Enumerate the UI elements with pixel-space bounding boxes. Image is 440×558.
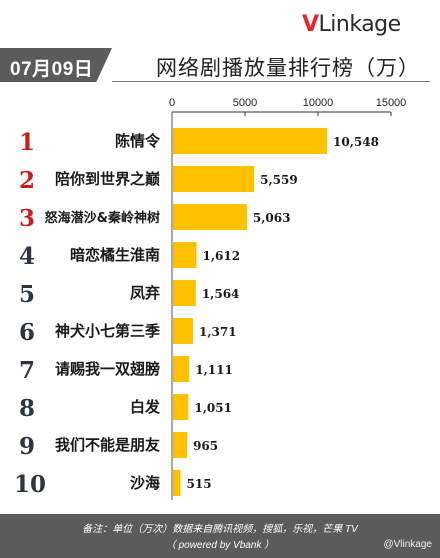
category-label: 请赐我一双翅膀 [55, 360, 160, 378]
chart-row: 7 请赐我一双翅膀 1,111 [19, 356, 233, 384]
data-label: 1,371 [199, 325, 237, 339]
bar [173, 128, 328, 154]
bar [173, 280, 196, 306]
x-tick-label: 5000 [233, 97, 257, 109]
chart-row: 4 暗恋橘生淮南 1,612 [19, 242, 240, 270]
chart-rows: 1 陈情令 10,548 2 陪你到世界之巅 5,559 3 怒海潜沙&秦岭神树 5,063 4 暗… [14, 128, 379, 498]
rank-number: 5 [19, 281, 35, 308]
data-label: 1,111 [195, 363, 233, 377]
rank-number: 1 [19, 129, 35, 156]
data-label: 515 [187, 477, 212, 491]
title-underline [112, 81, 430, 82]
footer-powered-by: （ powered by Vbank ） [165, 540, 275, 551]
bar [173, 318, 194, 344]
data-label: 1,051 [194, 401, 232, 415]
x-tick-label: 10000 [303, 97, 334, 109]
footer-note: 备注：单位（万次）数据来自腾讯视频，搜狐，乐视，芒果 TV [82, 524, 358, 535]
rank-number: 9 [19, 433, 35, 460]
category-label: 凤弃 [130, 284, 160, 302]
category-label: 沙海 [130, 474, 160, 492]
chart-row: 5 凤弃 1,564 [19, 280, 239, 308]
rank-number: 4 [19, 243, 35, 270]
bar [173, 356, 190, 382]
category-label: 陪你到世界之巅 [55, 170, 160, 188]
bar [173, 204, 247, 230]
x-tick-label: 0 [169, 97, 175, 109]
rank-number: 2 [19, 167, 35, 194]
data-label: 5,559 [260, 173, 298, 187]
chart-row: 1 陈情令 10,548 [19, 128, 379, 156]
x-tick-label: 15000 [376, 97, 407, 109]
rank-number: 3 [19, 205, 35, 232]
bar [173, 394, 189, 420]
category-label: 暗恋橘生淮南 [70, 246, 160, 264]
chart-row: 8 白发 1,051 [19, 394, 232, 422]
rank-number: 6 [19, 319, 35, 346]
bar [173, 166, 255, 192]
footer-bar: 备注：单位（万次）数据来自腾讯视频，搜狐，乐视，芒果 TV （ powered … [0, 514, 440, 558]
date-badge: 07月09日 [0, 48, 112, 82]
logo-v: V [302, 12, 319, 37]
rank-number: 7 [19, 357, 35, 384]
chart-title: 网络剧播放量排行榜（万） [156, 56, 420, 80]
category-label: 我们不能是朋友 [55, 436, 160, 454]
chart-row: 2 陪你到世界之巅 5,559 [19, 166, 298, 194]
bar [173, 432, 188, 458]
chart-row: 3 怒海潜沙&秦岭神树 5,063 [19, 204, 290, 232]
data-label: 10,548 [333, 135, 379, 149]
weibo-watermark: @Vlinkage [383, 539, 432, 550]
bar [173, 242, 197, 268]
data-label: 1,564 [202, 287, 240, 301]
chart-row: 6 神犬小七第三季 1,371 [19, 318, 237, 346]
date-label: 07月09日 [10, 59, 94, 80]
category-label: 怒海潜沙&秦岭神树 [45, 210, 160, 226]
logo-rest: Linkage [318, 12, 402, 37]
x-axis: 0 5000 10000 15000 [169, 97, 406, 500]
chart-row: 10 沙海 515 [14, 470, 212, 498]
bar [173, 470, 181, 496]
category-label: 陈情令 [115, 132, 161, 150]
rank-number: 8 [19, 395, 35, 422]
bar-chart: 0 5000 10000 15000 1 陈情令 10,548 2 陪你到世界之巅 5,559 3… [14, 97, 406, 500]
category-label: 神犬小七第三季 [55, 322, 160, 340]
vlinkage-logo: VLinkage [302, 12, 401, 37]
data-label: 5,063 [253, 211, 291, 225]
data-label: 1,612 [203, 249, 241, 263]
chart-row: 9 我们不能是朋友 965 [19, 432, 218, 460]
category-label: 白发 [130, 398, 161, 416]
data-label: 965 [193, 439, 218, 453]
rank-number: 10 [14, 471, 46, 498]
